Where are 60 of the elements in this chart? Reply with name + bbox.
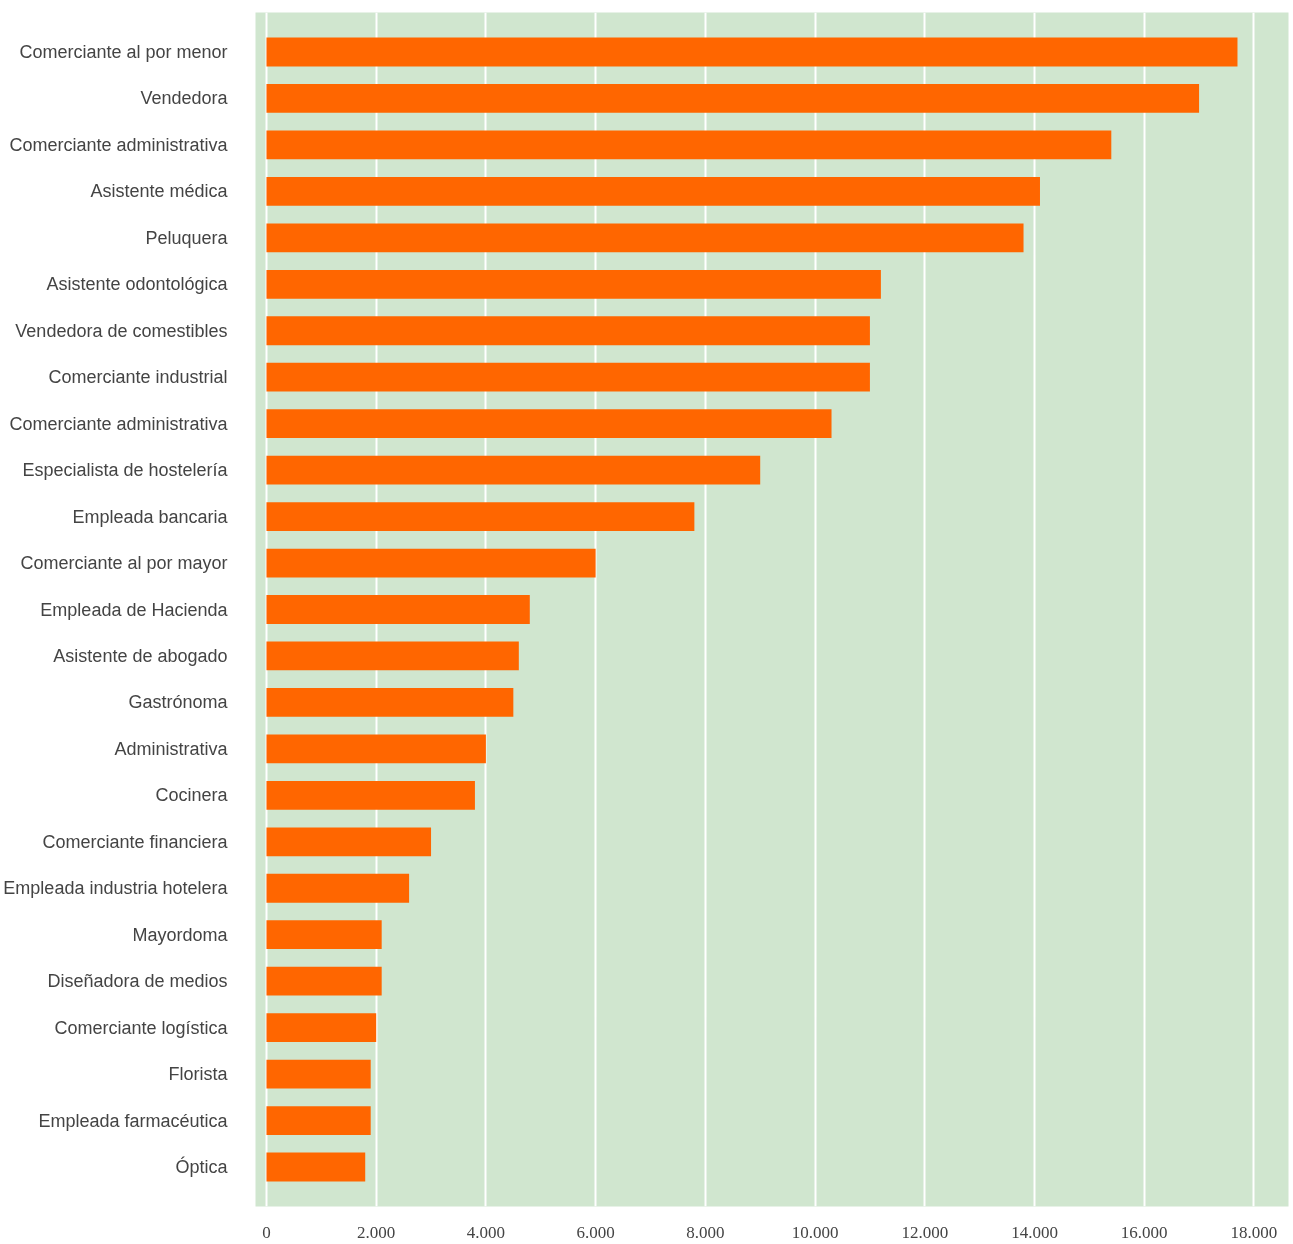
x-tick-label: 4.000 [466,1222,506,1242]
x-tick-label: 6.000 [576,1222,615,1242]
bar [266,920,382,950]
y-tick-label: Empleada farmacéutica [38,1110,229,1131]
x-tick-label: 2.000 [357,1222,396,1242]
bar [266,269,881,299]
x-tick-label: 10.000 [791,1222,839,1242]
bar [266,84,1200,113]
y-tick-label: Comerciante administrativa [9,413,229,434]
x-tick-label: 18.000 [1230,1222,1278,1242]
bar [266,176,1040,206]
y-tick-label: Asistente odontológica [46,274,229,295]
bar [266,734,486,764]
bar [266,130,1112,160]
bar [266,455,761,485]
y-tick-label: Empleada bancaria [72,506,229,527]
y-tick-label: Empleada industria hotelera [3,878,229,899]
bar [266,827,432,857]
bar [266,548,596,578]
y-tick-label: Florista [168,1064,229,1085]
x-tick-label: 14.000 [1011,1222,1058,1242]
x-tick-label: 12.000 [901,1222,949,1242]
y-tick-label: Vendedora [140,88,229,109]
bar [266,1106,371,1135]
bar [266,780,475,810]
bar [266,316,870,346]
x-tick-label: 0 [262,1222,271,1242]
bar [266,223,1024,253]
bar [266,502,695,531]
y-tick-label: Mayordoma [132,924,229,945]
bar [266,873,410,903]
y-tick-label: Especialista de hostelería [22,460,229,481]
y-tick-label: Asistente de abogado [53,645,228,666]
y-tick-label: Comerciante al por menor [19,41,228,62]
bar [266,641,519,671]
y-tick-label: Óptica [175,1156,229,1178]
x-tick-label: 16.000 [1120,1222,1168,1242]
bar [266,966,382,996]
y-tick-label: Diseñadora de medios [47,971,228,992]
y-tick-label: Empleada de Hacienda [40,599,229,620]
x-tick-label: 8.000 [686,1222,725,1242]
y-tick-label: Comerciante administrativa [9,134,229,155]
y-tick-label: Cocinera [155,785,229,806]
y-tick-label: Administrativa [114,738,229,759]
y-tick-label: Comerciante al por mayor [20,553,228,574]
bar [266,362,870,392]
bar [266,1013,377,1043]
y-tick-label: Comerciante industrial [48,367,228,388]
y-tick-label: Comerciante logística [54,1017,229,1038]
y-tick-label: Vendedora de comestibles [15,320,228,341]
bar [266,1059,371,1089]
bar [266,37,1238,67]
bar [266,688,514,717]
y-tick-label: Peluquera [145,227,229,248]
y-tick-label: Gastrónoma [128,692,229,713]
bar [266,595,530,624]
y-tick-label: Asistente médica [90,181,229,202]
bar [266,409,832,439]
y-tick-label: Comerciante financiera [42,831,229,852]
bar [266,1152,366,1182]
